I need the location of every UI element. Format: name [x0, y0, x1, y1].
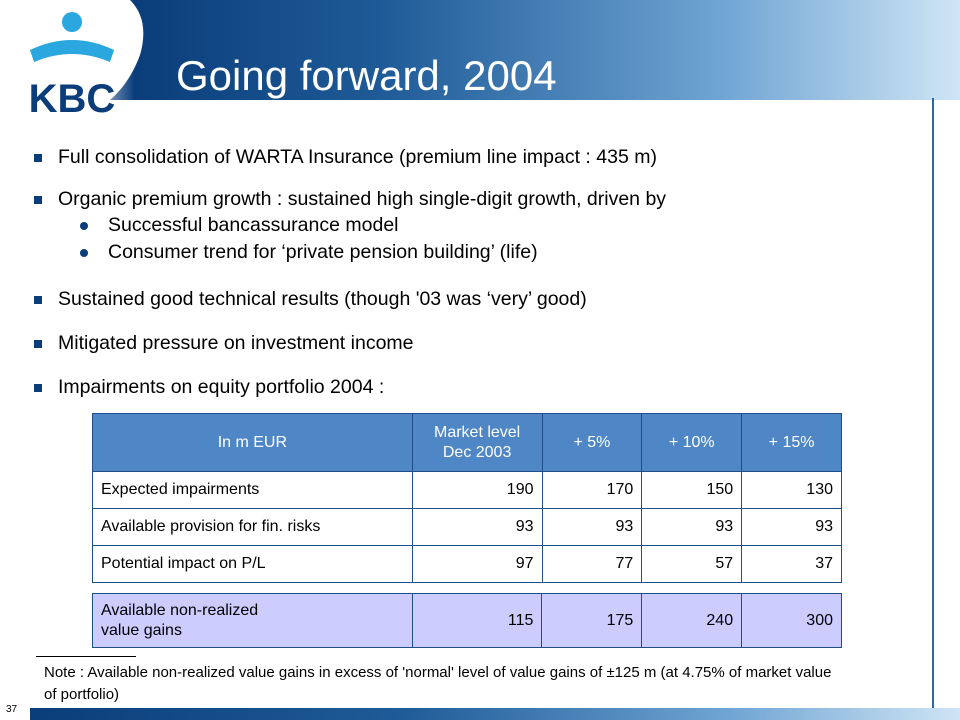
- column-header: Market level Dec 2003: [411, 413, 543, 472]
- square-bullet-icon: [34, 196, 42, 204]
- bullet-item: Full consolidation of WARTA Insurance (p…: [34, 144, 914, 170]
- bullet-text: Impairments on equity portfolio 2004 :: [58, 376, 385, 398]
- table-cell: 175: [541, 593, 643, 648]
- table-cell: 190: [411, 471, 543, 509]
- bullet-list: Full consolidation of WARTA Insurance (p…: [34, 140, 914, 400]
- bullet-item: Organic premium growth : sustained high …: [34, 186, 914, 212]
- bullet-text: Mitigated pressure on investment income: [58, 332, 414, 354]
- logo-arms-icon: [30, 40, 114, 62]
- kbc-logo: KBC: [0, 0, 144, 127]
- table-header-row: In m EUR Market level Dec 2003 + 5% + 10…: [92, 413, 842, 472]
- column-header: In m EUR: [92, 413, 413, 472]
- bullet-text: Sustained good technical results (though…: [58, 288, 587, 310]
- square-bullet-icon: [34, 296, 42, 304]
- table-row: Potential impact on P/L 97 77 57 37: [92, 545, 842, 583]
- left-divider: [33, 100, 36, 720]
- bullet-item: Mitigated pressure on investment income: [34, 330, 914, 356]
- row-label: Available provision for fin. risks: [92, 508, 413, 546]
- sub-bullet-item: Successful bancassurance model: [34, 212, 914, 239]
- round-bullet-icon: [80, 222, 88, 230]
- table-cell: 93: [541, 508, 643, 546]
- page-title: Going forward, 2004: [176, 52, 557, 99]
- table-cell: 170: [541, 471, 643, 509]
- table-cell: 57: [641, 545, 743, 583]
- table-row: Expected impairments 190 170 150 130: [92, 471, 842, 509]
- bullet-item: Sustained good technical results (though…: [34, 286, 914, 312]
- bullet-text: Organic premium growth : sustained high …: [58, 188, 667, 210]
- table-cell: 115: [411, 593, 543, 648]
- sub-bullet-text: Consumer trend for ‘private pension buil…: [108, 241, 538, 263]
- footer-band: [30, 708, 960, 720]
- table-cell: 97: [411, 545, 543, 583]
- square-bullet-icon: [34, 384, 42, 392]
- table-cell: 300: [741, 593, 842, 648]
- column-header: + 15%: [741, 413, 842, 472]
- square-bullet-icon: [34, 154, 42, 162]
- table-cell: 37: [741, 545, 842, 583]
- table-cell: 77: [541, 545, 643, 583]
- table-row: Available provision for fin. risks 93 93…: [92, 508, 842, 546]
- sub-bullet-item: Consumer trend for ‘private pension buil…: [34, 239, 914, 266]
- footnote: Note : Available non-realized value gain…: [44, 664, 832, 703]
- table-row: Available non-realized value gains 115 1…: [92, 593, 842, 648]
- logo-head-icon: [62, 12, 82, 32]
- bullet-item: Impairments on equity portfolio 2004 :: [34, 374, 914, 400]
- page-number: 37: [6, 704, 18, 715]
- footnote-divider: [36, 656, 136, 657]
- square-bullet-icon: [34, 340, 42, 348]
- bullet-text: Full consolidation of WARTA Insurance (p…: [58, 146, 657, 168]
- logo-text: KBC: [29, 77, 116, 121]
- table-cell: 240: [641, 593, 743, 648]
- table-cell: 130: [741, 471, 842, 509]
- impairments-table: In m EUR Market level Dec 2003 + 5% + 10…: [92, 413, 842, 583]
- header-band: [0, 0, 960, 100]
- column-header: + 10%: [641, 413, 743, 472]
- row-label: Available non-realized value gains: [92, 593, 413, 648]
- row-label: Potential impact on P/L: [92, 545, 413, 583]
- sub-bullet-text: Successful bancassurance model: [108, 214, 399, 236]
- table-cell: 93: [411, 508, 543, 546]
- table-cell: 150: [641, 471, 743, 509]
- table-cell: 93: [741, 508, 842, 546]
- round-bullet-icon: [80, 249, 88, 257]
- column-header: + 5%: [541, 413, 643, 472]
- right-divider: [932, 98, 934, 708]
- available-gains-table: Available non-realized value gains 115 1…: [92, 593, 842, 648]
- row-label: Expected impairments: [92, 471, 413, 509]
- table-cell: 93: [641, 508, 743, 546]
